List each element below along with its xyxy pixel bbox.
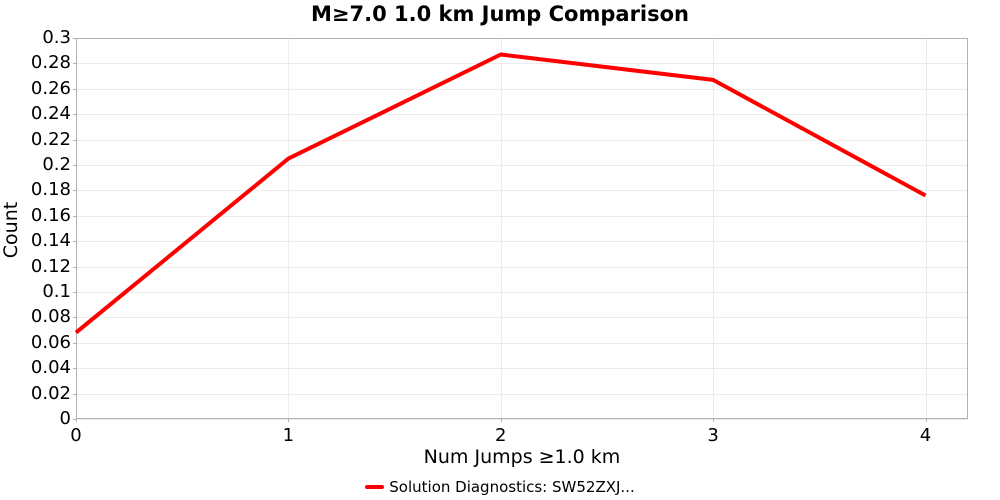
- y-tick-label: 0: [59, 408, 71, 429]
- y-tick-label: 0.1: [42, 281, 71, 302]
- y-tick-label: 0.12: [30, 255, 71, 277]
- y-tick-label: 0.08: [30, 306, 71, 328]
- y-tick-label: 0.14: [30, 230, 71, 252]
- plot-svg: [73, 38, 968, 422]
- y-tick-label: 0.3: [42, 27, 71, 48]
- legend-line-marker-icon: [365, 485, 385, 489]
- y-tick-label: 0.24: [30, 103, 71, 125]
- y-tick-label: 0.18: [30, 179, 71, 201]
- legend: Solution Diagnostics: SW52ZXJ...: [0, 478, 1000, 496]
- y-tick-label: 0.22: [30, 128, 71, 150]
- y-tick-label: 0.02: [30, 382, 71, 404]
- y-tick-label: 0.28: [30, 52, 71, 74]
- plot-border: [76, 38, 968, 419]
- y-tick-label: 0.06: [30, 331, 71, 353]
- x-tick-label: 3: [707, 425, 719, 446]
- chart-title: M≥7.0 1.0 km Jump Comparison: [310, 2, 690, 26]
- x-tick-label: 1: [282, 425, 295, 446]
- y-tick-label: 0.04: [30, 357, 71, 379]
- legend-series-label: Solution Diagnostics: SW52ZXJ...: [389, 478, 635, 496]
- plot-area: [73, 38, 968, 422]
- y-tick-label: 0.26: [30, 77, 71, 99]
- x-axis-label: Num Jumps ≥1.0 km: [423, 446, 621, 468]
- x-tick-label: 4: [919, 425, 932, 446]
- x-tick-label: 2: [495, 425, 507, 446]
- series-line: [74, 52, 927, 335]
- y-tick-label: 0.16: [30, 204, 71, 226]
- x-tick-label: 0: [70, 425, 82, 446]
- y-tick-label: 0.2: [42, 154, 71, 175]
